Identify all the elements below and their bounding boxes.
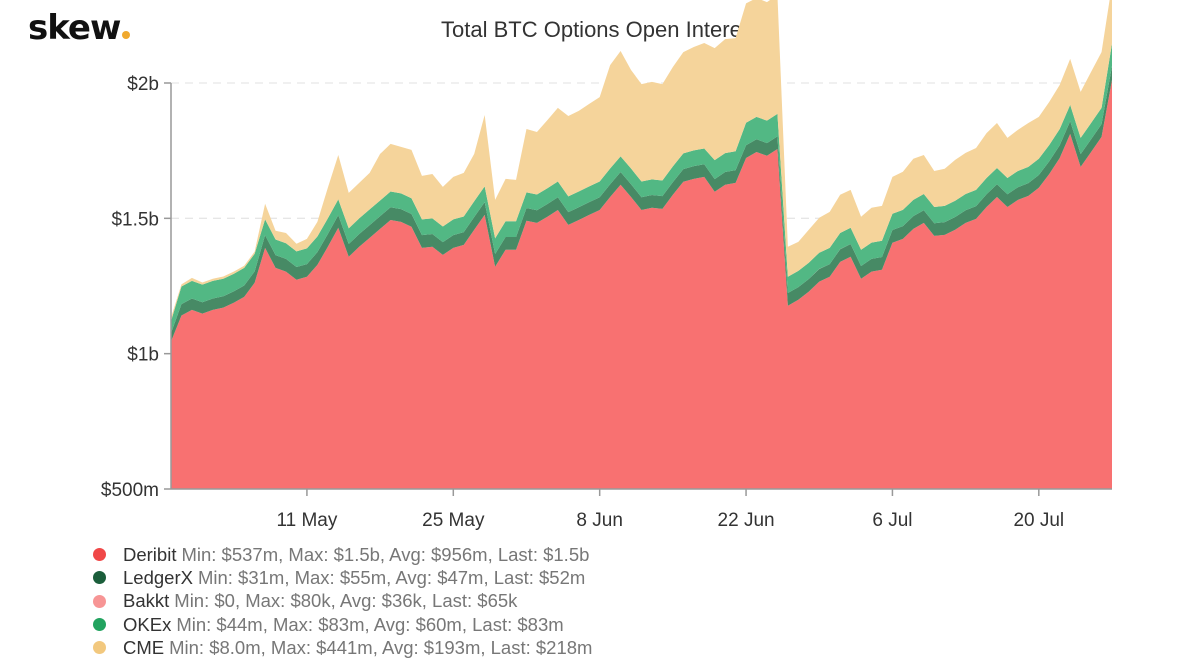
area-ledgerx xyxy=(171,65,1112,342)
legend-series-name: LedgerX xyxy=(123,566,193,588)
y-tick-label: $1.5b xyxy=(111,209,159,230)
x-tick-label: 20 Jul xyxy=(1013,510,1064,531)
legend-item-deribit[interactable]: Deribit Min: $537m, Max: $1.5b, Avg: $956… xyxy=(90,543,592,566)
y-tick-label: $1b xyxy=(127,345,159,366)
legend-series-stats: Min: $44m, Max: $83m, Avg: $60m, Last: $… xyxy=(176,613,564,635)
legend-dot-icon xyxy=(93,548,106,562)
legend-item-okex[interactable]: OKEx Min: $44m, Max: $83m, Avg: $60m, Las… xyxy=(90,613,592,636)
legend-item-ledgerx[interactable]: LedgerX Min: $31m, Max: $55m, Avg: $47m, … xyxy=(90,566,592,589)
legend-dot-icon xyxy=(93,618,106,632)
area-okex xyxy=(171,43,1112,334)
legend-dot-icon xyxy=(93,594,106,608)
legend-series-name: Deribit xyxy=(123,543,177,565)
y-tick-label: $2b xyxy=(127,74,159,95)
legend-series-stats: Min: $537m, Max: $1.5b, Avg: $956m, Last… xyxy=(181,543,590,565)
area-deribit xyxy=(171,80,1112,489)
legend-series-stats: Min: $0, Max: $80k, Avg: $36k, Last: $65… xyxy=(174,590,518,612)
legend-item-bakkt[interactable]: Bakkt Min: $0, Max: $80k, Avg: $36k, Last… xyxy=(90,590,592,613)
x-tick-label: 22 Jun xyxy=(718,510,775,531)
legend-item-cme[interactable]: CME Min: $8.0m, Max: $441m, Avg: $193m, L… xyxy=(90,636,592,659)
legend-series-name: CME xyxy=(123,636,165,658)
area-cme xyxy=(171,0,1112,322)
x-tick-label: 8 Jun xyxy=(576,510,622,531)
stacked-area-chart: $500m $1b $1.5b $2b 11 May 25 May 8 Jun 22 Jun 6… xyxy=(101,0,1112,531)
legend-series-name: OKEx xyxy=(123,613,172,635)
x-tick-label: 25 May xyxy=(422,510,485,531)
logo-text: skew xyxy=(28,8,121,48)
legend-dot-icon xyxy=(93,571,106,585)
x-tick-label: 11 May xyxy=(276,510,337,531)
legend-series-stats: Min: $8.0m, Max: $441m, Avg: $193m, Last… xyxy=(169,636,593,658)
legend-series-stats: Min: $31m, Max: $55m, Avg: $47m, Last: $… xyxy=(197,566,586,588)
y-tick-label: $500m xyxy=(101,480,159,501)
x-tick-label: 6 Jul xyxy=(872,510,912,531)
legend-dot-icon xyxy=(93,641,106,655)
skew-logo: skew xyxy=(28,8,131,48)
chart-title: Total BTC Options Open Interest xyxy=(441,17,759,42)
legend: Deribit Min: $537m, Max: $1.5b, Avg: $956… xyxy=(90,543,592,659)
legend-series-name: Bakkt xyxy=(123,590,170,612)
logo-dot xyxy=(122,31,131,39)
